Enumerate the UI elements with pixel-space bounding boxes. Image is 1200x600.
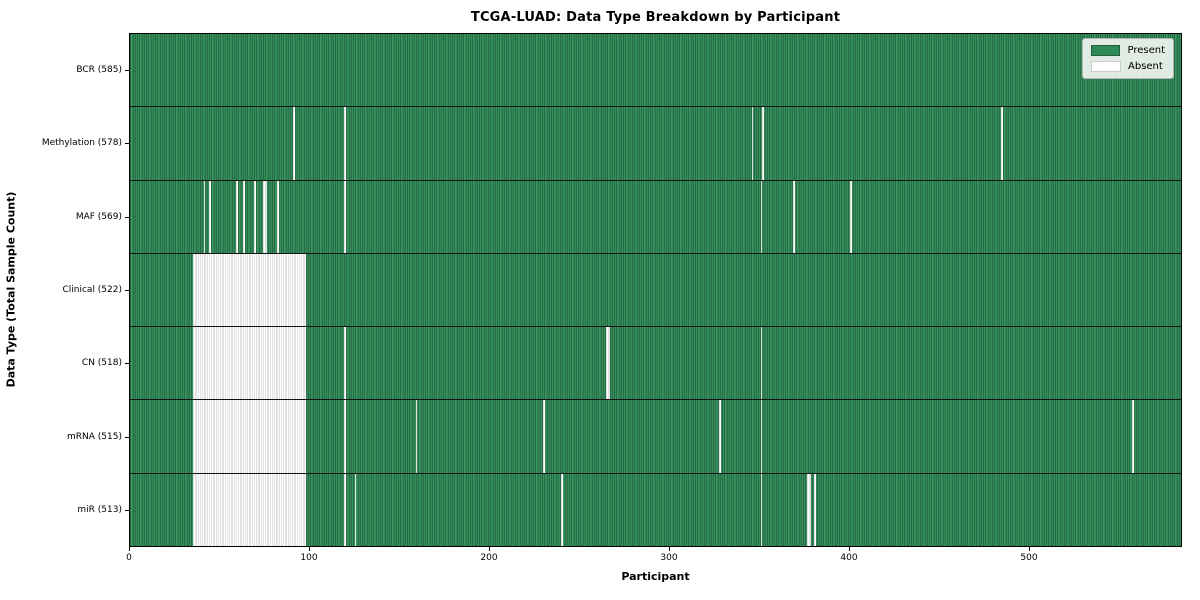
absent-segment (543, 400, 545, 473)
chart-row-Clinical (130, 253, 1181, 328)
y-tick-label-MAF: MAF (569) (75, 211, 122, 222)
x-tick-mark (129, 547, 130, 551)
x-axis-label: Participant (621, 570, 690, 583)
x-tick-label: 500 (1020, 553, 1038, 563)
absent-segment (192, 473, 307, 546)
absent-segment (293, 107, 296, 180)
absent-segment (192, 327, 307, 400)
legend-swatch-present (1091, 45, 1121, 56)
x-tick-label: 300 (660, 553, 678, 563)
legend-entry-present: Present (1091, 45, 1165, 56)
y-tick-mark (125, 143, 129, 145)
absent-segment (762, 107, 765, 180)
absent-segment (792, 180, 795, 253)
x-tick-mark (309, 547, 310, 551)
absent-segment (277, 180, 280, 253)
chart-row-Methylation (130, 107, 1181, 181)
y-tick-mark (125, 436, 129, 438)
absent-segment (751, 107, 754, 180)
y-tick-mark (125, 510, 129, 512)
y-axis-tick-labels: BCR (585) Methylation (578) MAF (569) Clini… (0, 33, 122, 547)
chart-row-CN (130, 327, 1181, 401)
absent-segment (760, 327, 763, 400)
absent-segment (814, 473, 817, 546)
y-tick-label-CN: CN (518) (81, 358, 122, 369)
absent-segment (343, 107, 346, 180)
absent-segment (760, 400, 763, 473)
y-tick-mark (125, 69, 129, 71)
absent-segment (343, 327, 346, 400)
chart-row-MAF (130, 180, 1181, 254)
legend-swatch-absent (1091, 61, 1121, 72)
x-tick-mark (669, 547, 670, 551)
heatmap-rows (130, 34, 1181, 546)
absent-segment (243, 180, 245, 253)
y-tick-label-Methylation: Methylation (578) (41, 138, 122, 149)
absent-segment (354, 473, 357, 546)
x-tick-mark (489, 547, 490, 551)
x-tick-label: 0 (126, 553, 132, 563)
absent-segment (343, 180, 346, 253)
absent-segment (343, 400, 346, 473)
absent-segment (760, 473, 763, 546)
x-tick-label: 400 (840, 553, 858, 563)
absent-segment (192, 253, 307, 327)
absent-segment (1001, 107, 1004, 180)
chart-row-mRNA (130, 400, 1181, 474)
y-tick-mark (125, 290, 129, 291)
absent-segment (807, 473, 811, 546)
x-tick-mark (1029, 547, 1030, 551)
absent-segment (606, 327, 610, 400)
absent-segment (415, 400, 418, 473)
absent-segment (719, 400, 722, 473)
y-tick-label-miR: miR (513) (77, 505, 122, 516)
chart-row-BCR (130, 34, 1181, 108)
absent-segment (760, 180, 763, 253)
chart-title: TCGA-LUAD: Data Type Breakdown by Partic… (470, 10, 841, 25)
absent-segment (343, 473, 346, 546)
x-tick-label: 100 (300, 553, 318, 563)
absent-segment (1132, 400, 1135, 473)
y-tick-mark (125, 363, 129, 365)
absent-segment (192, 400, 307, 473)
y-tick-mark (125, 216, 129, 218)
absent-segment (561, 473, 563, 546)
absent-segment (209, 180, 211, 253)
absent-segment (203, 180, 206, 253)
absent-segment (253, 180, 256, 253)
legend-label: Absent (1128, 61, 1163, 72)
legend: Present Absent (1082, 38, 1174, 79)
legend-label: Present (1127, 45, 1165, 56)
y-tick-label-mRNA: mRNA (515) (67, 431, 122, 442)
x-tick-mark (849, 547, 850, 551)
y-tick-label-Clinical: Clinical (522) (62, 284, 122, 295)
plot-area (129, 33, 1182, 547)
chart-row-miR (130, 473, 1181, 546)
absent-segment (262, 180, 267, 253)
y-tick-label-BCR: BCR (585) (76, 64, 122, 75)
legend-entry-absent: Absent (1091, 61, 1165, 72)
absent-segment (850, 180, 853, 253)
absent-segment (235, 180, 238, 253)
x-tick-label: 200 (480, 553, 498, 563)
